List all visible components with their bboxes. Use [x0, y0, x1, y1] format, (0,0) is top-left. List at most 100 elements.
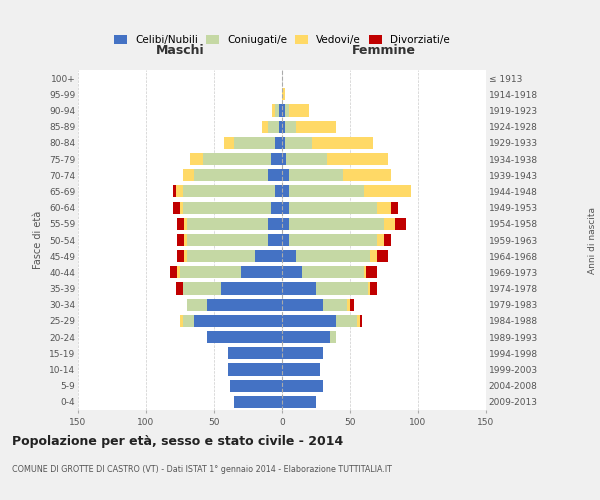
Bar — [282, 266, 302, 278]
Bar — [275, 137, 282, 149]
Bar — [323, 298, 347, 311]
Bar — [282, 202, 289, 213]
Bar — [384, 234, 391, 246]
Text: Anni di nascita: Anni di nascita — [588, 206, 597, 274]
Bar — [180, 202, 183, 213]
Bar — [173, 186, 176, 198]
Bar — [282, 364, 320, 376]
Bar — [275, 104, 279, 117]
Bar — [282, 282, 316, 294]
Bar — [282, 315, 337, 327]
Bar — [187, 298, 207, 311]
Bar — [364, 266, 367, 278]
Bar — [279, 104, 282, 117]
Bar — [279, 120, 282, 132]
Bar — [184, 234, 187, 246]
Bar — [370, 282, 377, 294]
Bar — [170, 266, 177, 278]
Bar — [285, 104, 289, 117]
Bar — [359, 315, 362, 327]
Bar — [282, 348, 323, 360]
Bar — [241, 266, 282, 278]
Bar — [289, 104, 309, 117]
Bar — [183, 186, 275, 198]
Bar — [282, 218, 289, 230]
Bar — [289, 234, 377, 246]
Bar — [282, 88, 285, 101]
Bar — [370, 250, 377, 262]
Bar — [329, 331, 337, 343]
Bar — [268, 169, 282, 181]
Bar — [289, 169, 343, 181]
Bar — [282, 186, 289, 198]
Bar — [184, 250, 187, 262]
Bar — [296, 120, 337, 132]
Bar — [282, 137, 285, 149]
Bar — [316, 282, 368, 294]
Bar — [268, 120, 279, 132]
Bar — [177, 266, 180, 278]
Bar — [312, 137, 373, 149]
Bar — [184, 218, 187, 230]
Bar — [227, 364, 282, 376]
Bar — [289, 218, 384, 230]
Bar — [302, 266, 364, 278]
Bar — [183, 315, 194, 327]
Bar — [282, 104, 285, 117]
Bar — [289, 202, 377, 213]
Bar — [391, 202, 398, 213]
Bar — [183, 202, 271, 213]
Bar — [268, 234, 282, 246]
Bar — [268, 218, 282, 230]
Bar — [177, 234, 184, 246]
Bar — [271, 202, 282, 213]
Bar — [296, 250, 370, 262]
Bar — [227, 348, 282, 360]
Bar — [337, 315, 357, 327]
Bar — [377, 250, 388, 262]
Legend: Celibi/Nubili, Coniugati/e, Vedovi/e, Divorziati/e: Celibi/Nubili, Coniugati/e, Vedovi/e, Di… — [110, 31, 454, 50]
Bar — [285, 120, 296, 132]
Bar — [194, 169, 268, 181]
Bar — [271, 153, 282, 165]
Bar — [347, 298, 350, 311]
Bar — [272, 104, 275, 117]
Bar — [183, 169, 194, 181]
Bar — [203, 153, 271, 165]
Bar — [327, 153, 388, 165]
Bar — [364, 186, 411, 198]
Bar — [176, 282, 183, 294]
Bar — [173, 202, 180, 213]
Bar — [221, 282, 282, 294]
Y-axis label: Fasce di età: Fasce di età — [34, 211, 43, 269]
Bar — [282, 380, 323, 392]
Bar — [282, 298, 323, 311]
Bar — [187, 250, 255, 262]
Bar — [235, 396, 282, 408]
Text: COMUNE DI GROTTE DI CASTRO (VT) - Dati ISTAT 1° gennaio 2014 - Elaborazione TUTT: COMUNE DI GROTTE DI CASTRO (VT) - Dati I… — [12, 465, 392, 474]
Bar — [194, 315, 282, 327]
Bar — [282, 331, 329, 343]
Bar — [282, 153, 286, 165]
Bar — [368, 282, 370, 294]
Bar — [177, 250, 184, 262]
Bar — [384, 218, 395, 230]
Bar — [235, 137, 275, 149]
Bar — [282, 234, 289, 246]
Bar — [289, 186, 364, 198]
Bar — [207, 298, 282, 311]
Bar — [262, 120, 268, 132]
Bar — [377, 202, 391, 213]
Bar — [207, 331, 282, 343]
Bar — [180, 315, 183, 327]
Bar — [377, 234, 384, 246]
Bar — [183, 282, 221, 294]
Bar — [255, 250, 282, 262]
Bar — [282, 120, 285, 132]
Text: Femmine: Femmine — [352, 44, 416, 58]
Bar — [357, 315, 359, 327]
Bar — [224, 137, 235, 149]
Bar — [180, 266, 241, 278]
Bar — [187, 234, 268, 246]
Bar — [395, 218, 406, 230]
